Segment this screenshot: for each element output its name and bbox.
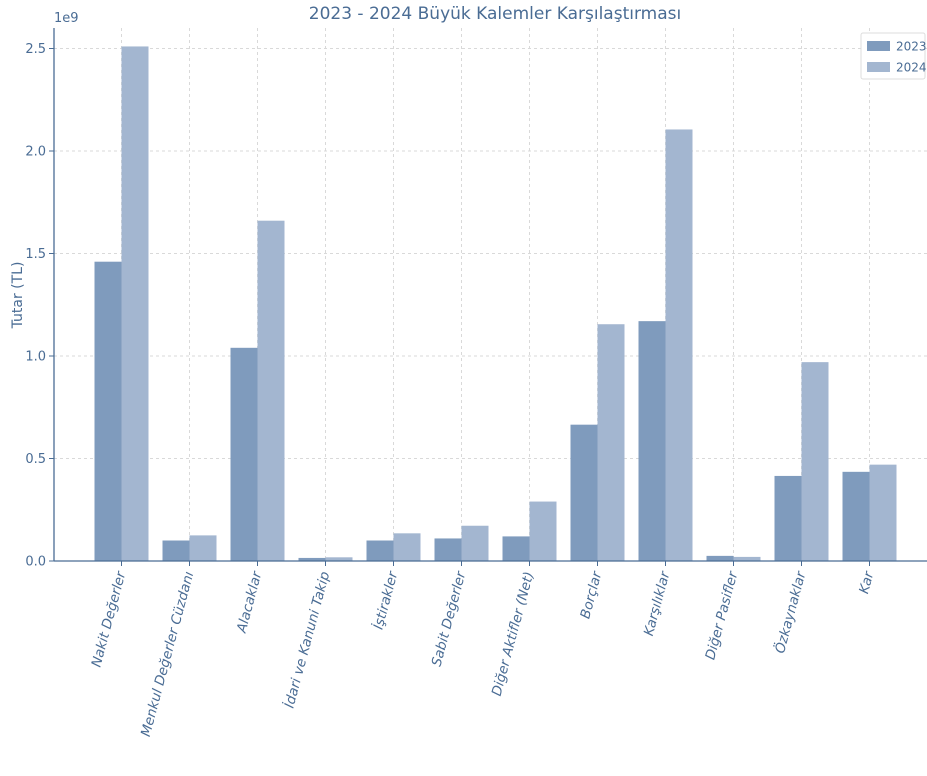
x-tick-label: Diğer Aktifler (Net)	[489, 570, 538, 698]
bar-2024-11	[869, 464, 897, 561]
bar-2023-2	[230, 347, 258, 561]
y-tick-label: 2.0	[25, 145, 46, 160]
legend-label: 2023	[896, 40, 927, 54]
bar-2023-0	[94, 261, 122, 561]
bar-2024-3	[325, 557, 353, 561]
y-tick-label: 1.5	[25, 247, 46, 262]
x-tick-label: Karşılıklar	[641, 568, 674, 637]
bar-2023-10	[774, 475, 802, 561]
legend-label: 2024	[896, 61, 927, 75]
bar-2023-9	[706, 555, 734, 561]
bar-2024-6	[529, 501, 557, 561]
x-tick-label: Nakit Değerler	[88, 569, 129, 669]
x-tick-label: İştirakler	[369, 568, 402, 631]
bar-2023-6	[502, 536, 530, 561]
bar-2023-7	[570, 424, 598, 561]
x-tick-label: Diğer Pasifler	[702, 568, 741, 661]
bars	[94, 46, 897, 561]
y-tick-label: 1.0	[25, 350, 46, 365]
x-tick-label: Özkaynaklar	[770, 568, 810, 655]
y-tick-label: 0.5	[25, 452, 46, 467]
bar-2024-8	[665, 129, 693, 561]
y-ticks: 0.0 0.5 1.0 1.5 2.0 2.5	[25, 42, 54, 570]
legend: 2023 2024	[860, 32, 927, 80]
bar-2024-5	[461, 525, 489, 561]
bar-2024-10	[801, 362, 829, 561]
x-tick-label: Borçlar	[577, 569, 605, 621]
bar-2023-5	[434, 538, 462, 561]
y-axis-offset-label: 1e9	[54, 11, 79, 26]
bar-2024-9	[733, 556, 761, 561]
bar-2023-3	[298, 557, 326, 561]
x-ticks: Nakit Değerler Menkul Değerler Cüzdanı Ala…	[88, 561, 878, 739]
x-tick-label: Sabit Değerler	[429, 568, 470, 668]
y-tick-label: 2.5	[25, 42, 46, 57]
bar-2024-7	[597, 324, 625, 561]
legend-swatch-2023	[867, 41, 890, 51]
bar-2023-4	[366, 540, 394, 561]
bar-2023-11	[842, 471, 870, 561]
bar-2024-4	[393, 533, 421, 561]
chart-title: 2023 - 2024 Büyük Kalemler Karşılaştırma…	[309, 4, 681, 24]
bar-2024-2	[257, 220, 285, 561]
y-tick-label: 0.0	[25, 555, 46, 570]
x-tick-label: İdari ve Kanuni Takip	[280, 569, 334, 709]
bar-2024-1	[189, 535, 217, 561]
bar-2023-1	[162, 540, 190, 561]
legend-swatch-2024	[867, 62, 890, 72]
x-tick-label: Kar	[856, 569, 878, 596]
bar-2023-8	[638, 321, 666, 561]
y-axis-label: Tutar (TL)	[10, 262, 26, 330]
x-tick-label: Alacaklar	[234, 569, 266, 636]
bar-2024-0	[121, 46, 149, 561]
x-tick-label: Menkul Değerler Cüzdanı	[138, 570, 198, 739]
